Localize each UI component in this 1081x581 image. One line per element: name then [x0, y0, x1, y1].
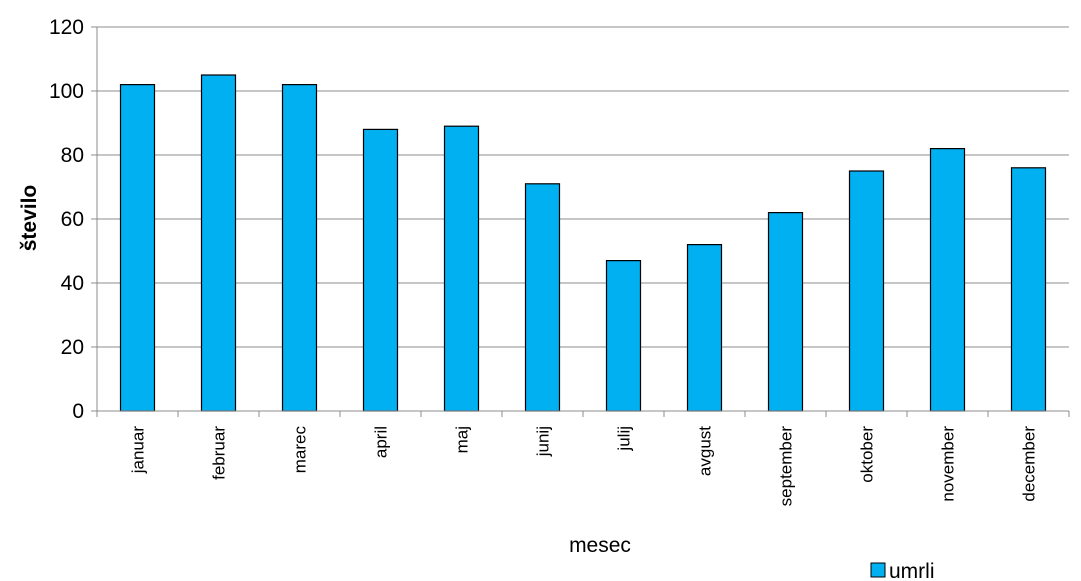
gridlines [91, 26, 1069, 412]
bar-junij [524, 183, 561, 412]
x-tick-label: januar [129, 426, 148, 475]
y-tick-label: 40 [61, 272, 84, 295]
bar-februar [200, 74, 237, 412]
x-tick-labels: januar februar marec april maj junij julij avgu… [129, 426, 1039, 507]
bars [119, 74, 1047, 412]
bar-marec [281, 83, 318, 412]
legend: umrli [870, 560, 935, 581]
bar-november [929, 148, 966, 412]
y-tick-label: 100 [49, 80, 84, 103]
x-tick-label: junij [534, 426, 553, 457]
legend-label: umrli [889, 560, 935, 581]
x-tick-label: april [372, 426, 391, 458]
bar-avgust [686, 244, 723, 412]
y-tick-label: 80 [61, 144, 84, 167]
bar-oktober [848, 170, 885, 412]
x-tick-label: februar [210, 426, 229, 480]
x-axis-title: mesec [569, 534, 631, 557]
bar-januar [119, 83, 156, 412]
bar-maj [443, 125, 480, 412]
y-tick-label: 20 [61, 336, 84, 359]
axes [96, 27, 1070, 417]
x-tick-label: marec [291, 426, 310, 474]
x-tick-label: maj [453, 426, 472, 453]
x-tick-label: november [939, 426, 958, 502]
y-axis-title: število [18, 185, 41, 252]
bar-julij [605, 260, 642, 412]
legend-swatch [870, 562, 886, 578]
x-tick-label: oktober [858, 426, 877, 483]
bar-april [362, 128, 399, 412]
bar-december [1010, 167, 1047, 412]
y-tick-label: 60 [61, 208, 84, 231]
y-tick-labels: 0 20 40 60 80 100 120 [49, 16, 84, 423]
x-tick-label: september [777, 426, 796, 507]
x-tick-label: avgust [696, 426, 715, 476]
y-tick-label: 0 [72, 400, 84, 423]
bar-september [767, 212, 804, 412]
x-tick-label: december [1020, 426, 1039, 502]
y-tick-label: 120 [49, 16, 84, 39]
x-tick-label: julij [615, 426, 634, 452]
